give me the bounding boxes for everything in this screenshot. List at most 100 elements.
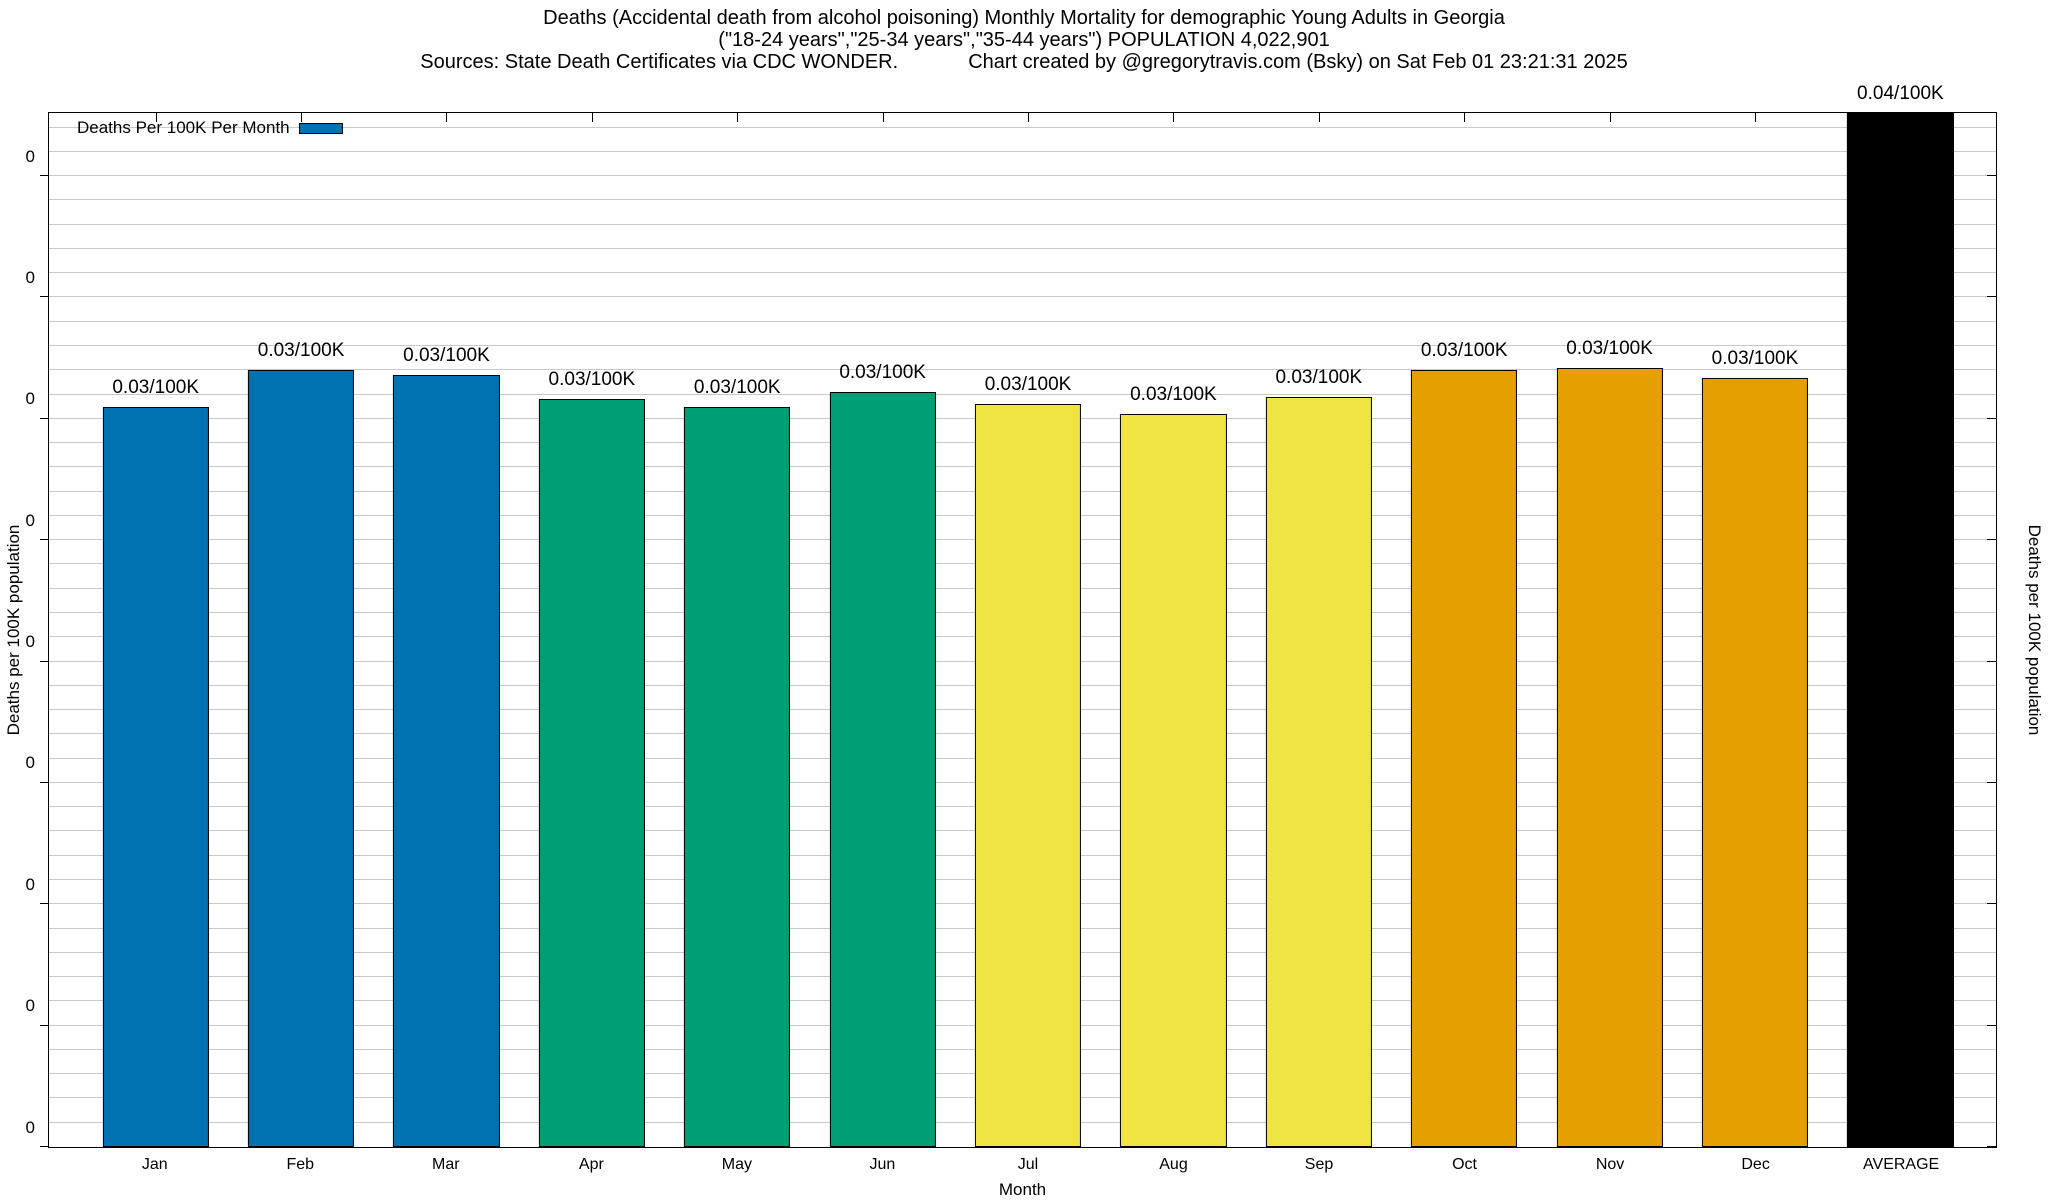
y-tick-right (1987, 660, 1996, 662)
y-tick-right (1987, 903, 1996, 905)
grid-line (49, 320, 1996, 322)
x-axis-title: Month (998, 1180, 1047, 1199)
y-tick-label: 0 (25, 1117, 35, 1137)
grid-line (49, 175, 1996, 177)
x-tick-top (1173, 113, 1175, 122)
y-tick-left (40, 175, 49, 177)
chart-title-line1: Deaths (Accidental death from alcohol po… (543, 7, 1505, 29)
bar-average (1847, 113, 1954, 1147)
bar-slot-feb: 0.03/100K (228, 113, 373, 1147)
bar-slot-average: 0.04/100K (1828, 83, 1973, 1147)
x-tick-label: Nov (1595, 1156, 1625, 1173)
y-tick-left (40, 417, 49, 419)
x-tick-label: Aug (1159, 1156, 1188, 1173)
bar-value-label: 0.04/100K (1857, 83, 1944, 104)
bar-jul (974, 404, 1082, 1147)
y-tick-label: 0 (25, 267, 35, 287)
chart-header: Deaths (Accidental death from alcohol po… (0, 7, 2048, 73)
grid-line (49, 393, 1996, 395)
x-tick-top (446, 113, 448, 122)
bar-feb (248, 370, 355, 1147)
y-tick-left (40, 660, 49, 662)
x-tick-top (882, 113, 884, 122)
x-tick-label: Mar (432, 1156, 460, 1173)
y-tick-left (40, 781, 49, 783)
legend-label: Deaths Per 100K Per Month (77, 118, 290, 137)
bar-slot-jan: 0.03/100K (83, 113, 228, 1147)
grid-line (49, 223, 1996, 225)
y-tick-left (40, 903, 49, 905)
y-tick-label: 0 (25, 146, 35, 166)
y-tick-label: 0 (25, 753, 35, 773)
x-tick-label: Jun (869, 1156, 896, 1173)
bar-slot-sep: 0.03/100K (1246, 113, 1391, 1147)
y-tick-right (1987, 417, 1996, 419)
bar-value-label: 0.03/100K (548, 369, 636, 391)
x-tick-label: Feb (286, 1156, 315, 1173)
y-axis-title-left: Deaths per 100K population (4, 524, 23, 736)
x-tick-label: Sep (1304, 1156, 1334, 1173)
y-axis-title-right: Deaths per 100K population (2025, 524, 2044, 736)
bar-slot-aug: 0.03/100K (1101, 113, 1246, 1147)
y-tick-right (1987, 296, 1996, 298)
y-tick-right (1987, 1024, 1996, 1026)
x-tick-label: AVERAGE (1863, 1156, 1940, 1173)
x-tick-top (1318, 113, 1320, 122)
grid-line (49, 369, 1996, 371)
x-axis-labels: Jan Feb Mar Apr May Jun Jul Aug Sep Oct Nov Dec AVER… (48, 1156, 1997, 1174)
grid-line (49, 150, 1996, 152)
bar-value-label: 0.03/100K (1130, 383, 1217, 405)
grid-line (49, 296, 1996, 298)
bar-value-label: 0.03/100K (1420, 340, 1508, 362)
x-tick-label: Jan (141, 1156, 168, 1173)
y-tick-left (40, 539, 49, 541)
y-tick-right (1987, 781, 1996, 783)
bar-slot-nov: 0.03/100K (1537, 113, 1682, 1147)
bar-may (684, 406, 791, 1147)
x-tick-label: May (721, 1156, 752, 1173)
x-tick-top (301, 113, 303, 122)
legend: Deaths Per 100K Per Month (77, 118, 343, 138)
y-tick-label: 0 (25, 996, 35, 1016)
x-tick-top (591, 113, 593, 122)
bars-layer: 0.03/100K 0.03/100K 0.03/100K 0.03/100K 0.03… (49, 83, 1996, 1147)
grid-line (49, 199, 1996, 201)
x-tick-label: Jul (1017, 1156, 1039, 1173)
bar-value-label: 0.03/100K (1566, 337, 1653, 359)
bar-mar (393, 375, 500, 1147)
bar-sep (1265, 397, 1372, 1147)
sources-note: Sources: State Death Certificates via CD… (420, 51, 899, 73)
bar-value-label: 0.03/100K (839, 362, 926, 384)
x-tick-top (737, 113, 739, 122)
bar-dec (1701, 377, 1809, 1147)
bar-slot-may: 0.03/100K (665, 113, 810, 1147)
bar-slot-oct: 0.03/100K (1392, 113, 1537, 1147)
legend-swatch (298, 122, 343, 134)
bar-value-label: 0.03/100K (984, 374, 1072, 396)
grid-line (49, 272, 1996, 274)
chart-title-line2: ("18-24 years","25-34 years","35-44 year… (718, 29, 1330, 51)
y-tick-left (40, 296, 49, 298)
bar-value-label: 0.03/100K (403, 345, 490, 367)
y-tick-right (1987, 539, 1996, 541)
y-tick-right (1987, 175, 1996, 177)
y-tick-right (1987, 1146, 1996, 1147)
bar-value-label: 0.03/100K (257, 340, 345, 362)
x-tick-top (155, 113, 157, 122)
bar-slot-jul: 0.03/100K (955, 113, 1100, 1147)
x-tick-label: Apr (578, 1156, 604, 1173)
chart-title-line3: Sources: State Death Certificates via CD… (0, 51, 2048, 73)
y-tick-label: 0 (25, 632, 35, 652)
bar-jun (829, 392, 936, 1147)
bar-apr (538, 399, 645, 1147)
bar-aug (1120, 413, 1227, 1147)
grid-line (49, 247, 1996, 249)
x-tick-top (1464, 113, 1466, 122)
x-tick-label: Dec (1741, 1156, 1770, 1173)
bar-slot-apr: 0.03/100K (519, 113, 664, 1147)
x-tick-top (1028, 113, 1030, 122)
bar-value-label: 0.03/100K (112, 376, 200, 398)
y-tick-label: 0 (25, 874, 35, 894)
